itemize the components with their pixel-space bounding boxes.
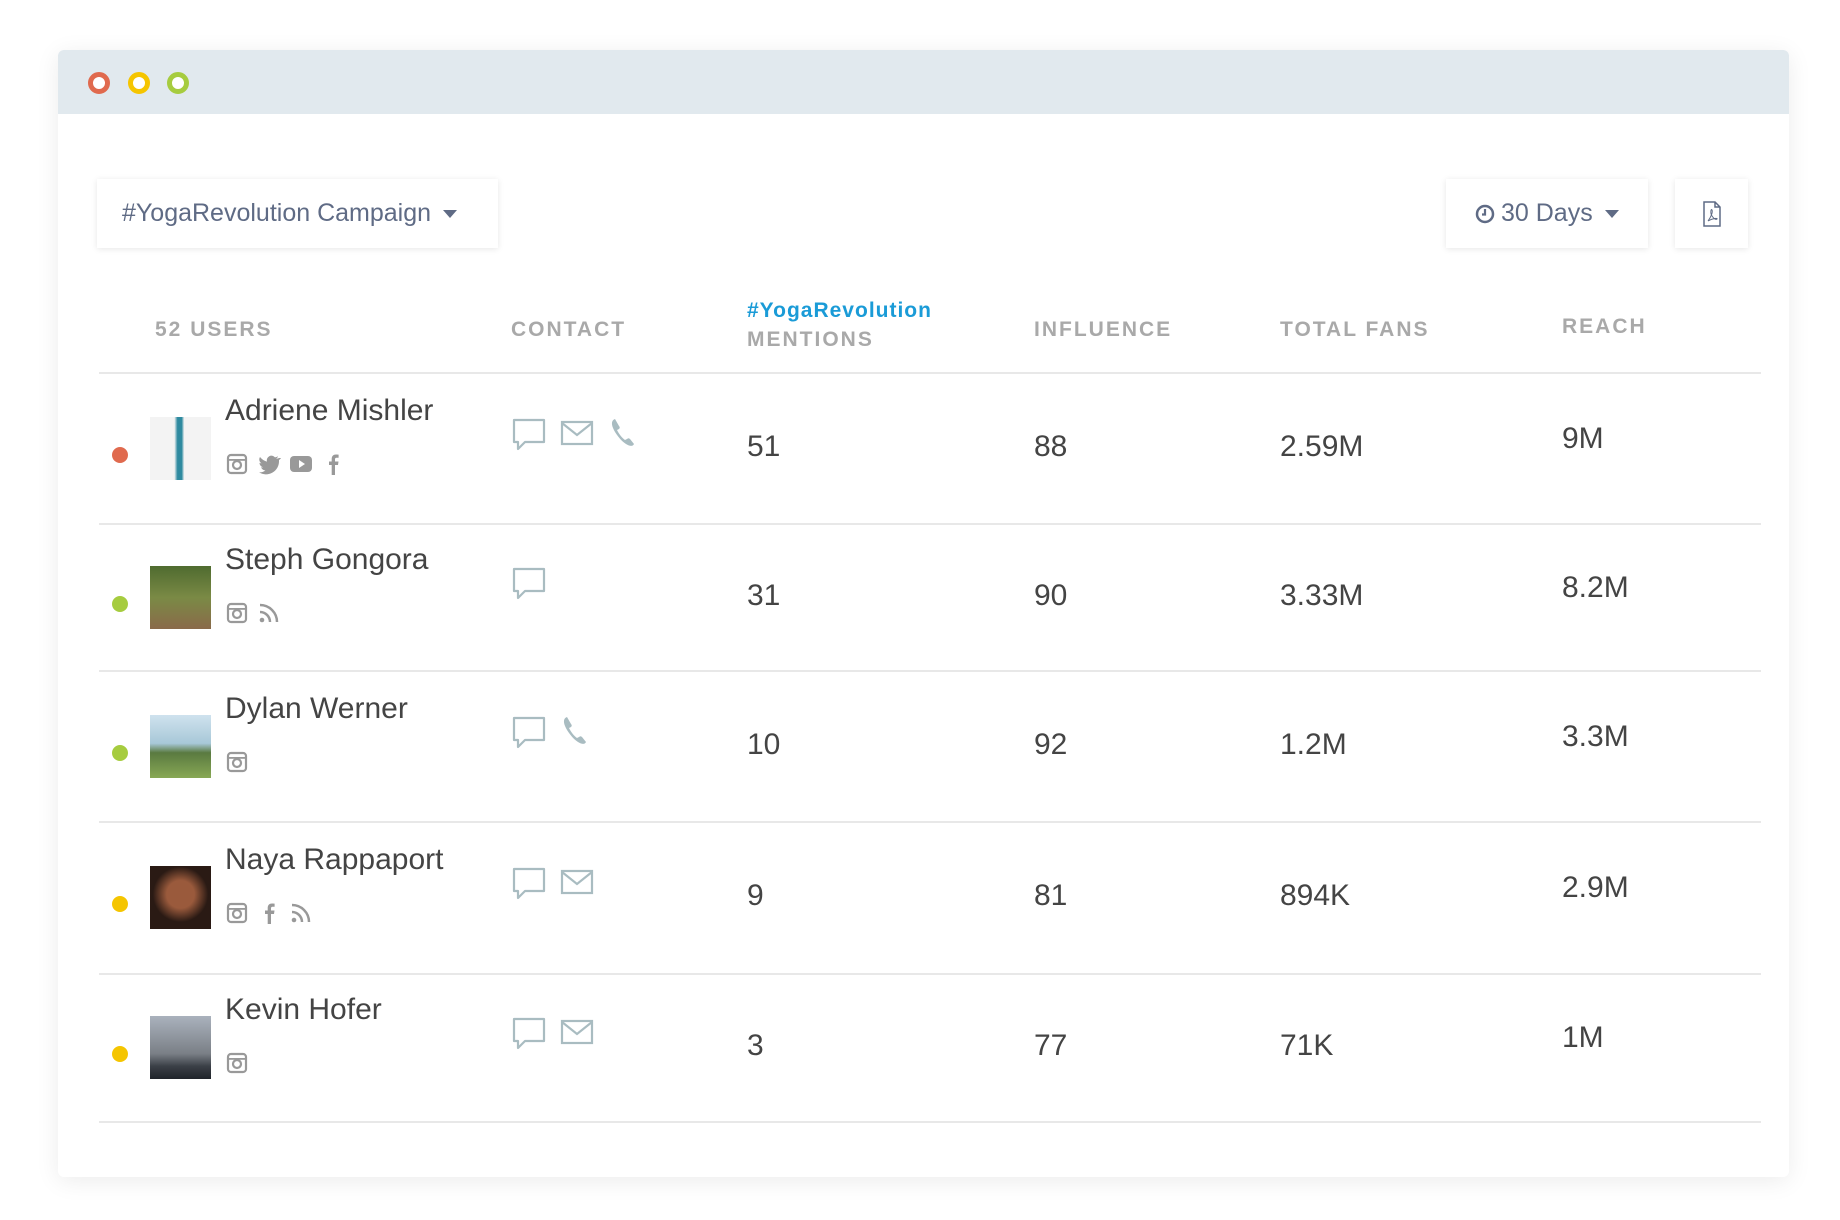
row-divider <box>99 973 1761 975</box>
chat-icon[interactable] <box>511 1015 547 1051</box>
table-row[interactable]: Steph Gongora 31 90 3.33M 8.2M <box>58 525 1789 672</box>
instagram-icon[interactable] <box>225 1051 249 1075</box>
email-icon[interactable] <box>559 416 595 452</box>
chevron-down-icon <box>1604 209 1619 218</box>
status-indicator <box>112 744 128 761</box>
facebook-icon[interactable] <box>257 901 281 925</box>
contact-actions <box>511 1015 595 1051</box>
header-users[interactable]: 52 USERS <box>155 318 273 341</box>
mentions-value: 51 <box>747 430 781 463</box>
mentions-value: 31 <box>747 578 781 612</box>
header-divider <box>99 372 1761 374</box>
influence-value: 77 <box>1034 1029 1068 1062</box>
instagram-icon[interactable] <box>225 452 249 476</box>
phone-icon[interactable] <box>607 416 643 452</box>
social-links <box>225 1051 249 1075</box>
chat-icon[interactable] <box>511 714 547 750</box>
youtube-icon[interactable] <box>289 452 313 476</box>
table-row[interactable]: Kevin Hofer 3 77 71K 1M <box>58 975 1789 1123</box>
header-mentions-tag[interactable]: #YogaRevolution <box>747 299 932 322</box>
reach-value: 9M <box>1562 422 1604 455</box>
rss-icon[interactable] <box>257 601 281 625</box>
contact-actions <box>511 714 595 750</box>
social-links <box>225 901 313 925</box>
total-fans-value: 894K <box>1280 879 1351 912</box>
influence-value: 88 <box>1034 430 1068 463</box>
phone-icon[interactable] <box>559 714 595 750</box>
row-divider <box>99 1121 1761 1123</box>
total-fans-value: 2.59M <box>1280 430 1364 463</box>
twitter-icon[interactable] <box>257 452 281 476</box>
header-mentions[interactable]: MENTIONS <box>747 328 874 351</box>
period-dropdown[interactable]: 30 Days <box>1446 179 1648 248</box>
chat-icon[interactable] <box>511 565 547 601</box>
header-contact[interactable]: CONTACT <box>511 318 627 341</box>
campaign-label: #YogaRevolution Campaign <box>122 199 432 227</box>
table-row[interactable]: Naya Rappaport 9 81 894K 2.9M <box>58 823 1789 975</box>
user-name[interactable]: Adriene Mishler <box>225 394 434 427</box>
campaign-dropdown[interactable]: #YogaRevolution Campaign <box>97 179 498 248</box>
status-indicator <box>112 1046 128 1062</box>
instagram-icon[interactable] <box>225 901 249 925</box>
mentions-value: 10 <box>747 727 781 761</box>
avatar[interactable] <box>150 1016 211 1079</box>
reach-value: 2.9M <box>1562 871 1629 904</box>
email-icon[interactable] <box>559 1015 595 1051</box>
status-indicator <box>112 595 128 612</box>
instagram-icon[interactable] <box>225 601 249 625</box>
email-icon[interactable] <box>559 865 595 901</box>
facebook-icon[interactable] <box>321 452 345 476</box>
period-label: 30 Days <box>1501 199 1593 227</box>
user-name[interactable]: Naya Rappaport <box>225 843 444 876</box>
row-divider <box>99 523 1761 525</box>
table-row[interactable]: Dylan Werner 10 92 1.2M 3.3M <box>58 672 1789 823</box>
social-links <box>225 601 281 625</box>
rss-icon[interactable] <box>289 901 313 925</box>
chat-icon[interactable] <box>511 865 547 901</box>
header-reach[interactable]: REACH <box>1562 315 1647 338</box>
total-fans-value: 1.2M <box>1280 727 1347 761</box>
mentions-value: 3 <box>747 1029 764 1062</box>
social-links <box>225 452 345 476</box>
mentions-value: 9 <box>747 879 764 912</box>
header-total-fans[interactable]: TOTAL FANS <box>1280 318 1430 341</box>
chat-icon[interactable] <box>511 416 547 452</box>
row-divider <box>99 821 1761 823</box>
close-button[interactable] <box>88 72 110 94</box>
table-row[interactable]: Adriene Mishler 51 88 2.59M 9M <box>58 375 1789 525</box>
clock-icon <box>1475 204 1495 223</box>
influence-value: 81 <box>1034 879 1068 912</box>
avatar[interactable] <box>150 866 211 929</box>
minimize-button[interactable] <box>128 72 150 94</box>
row-divider <box>99 670 1761 672</box>
app-window: #YogaRevolution Campaign 30 Days 52 USER… <box>58 50 1789 1177</box>
title-bar <box>58 50 1789 114</box>
reach-value: 1M <box>1562 1021 1604 1054</box>
influence-value: 90 <box>1034 578 1068 612</box>
instagram-icon[interactable] <box>225 750 249 774</box>
contact-actions <box>511 416 643 452</box>
pdf-file-icon <box>1702 200 1721 227</box>
reach-value: 3.3M <box>1562 719 1629 753</box>
influence-value: 92 <box>1034 727 1068 761</box>
avatar[interactable] <box>150 714 211 778</box>
chevron-down-icon <box>443 209 458 218</box>
avatar[interactable] <box>150 417 211 480</box>
user-name[interactable]: Kevin Hofer <box>225 993 382 1026</box>
reach-value: 8.2M <box>1562 570 1629 604</box>
contact-actions <box>511 865 595 901</box>
maximize-button[interactable] <box>167 72 189 94</box>
avatar[interactable] <box>150 565 211 629</box>
status-indicator <box>112 896 128 912</box>
total-fans-value: 71K <box>1280 1029 1334 1062</box>
status-indicator <box>112 447 128 463</box>
total-fans-value: 3.33M <box>1280 578 1364 612</box>
contact-actions <box>511 565 547 601</box>
social-links <box>225 750 249 774</box>
export-pdf-button[interactable] <box>1675 179 1748 248</box>
header-influence[interactable]: INFLUENCE <box>1034 318 1173 341</box>
user-name[interactable]: Dylan Werner <box>225 691 408 725</box>
user-name[interactable]: Steph Gongora <box>225 542 429 576</box>
